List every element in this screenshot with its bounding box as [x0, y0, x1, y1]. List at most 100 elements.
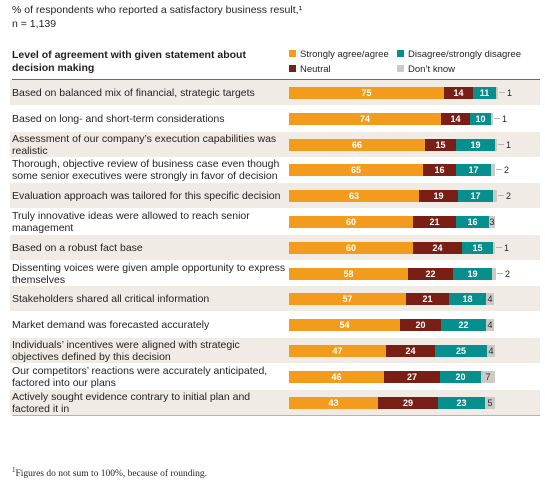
category-label: Thorough, objective review of business c… — [12, 157, 280, 182]
dont-know-leader-line — [497, 273, 503, 274]
bar-segment-dk: 3 — [489, 216, 495, 228]
stacked-bar: 75 14 11 1 — [289, 87, 529, 99]
dont-know-leader-line — [498, 195, 504, 196]
bar-segment-agree: 75 — [289, 87, 444, 99]
chart-row: Individuals’ incentives were aligned wit… — [10, 338, 540, 363]
dont-know-leader-line — [496, 247, 502, 248]
bar-segment-neutral: 14 — [444, 87, 473, 99]
bar-segment-agree: 66 — [289, 139, 425, 151]
legend-item-disagree: Disagree/strongly disagree — [397, 49, 521, 60]
bar-segment-agree: 43 — [289, 397, 378, 409]
bar-segment-neutral: 16 — [423, 164, 456, 176]
bar-segment-agree: 46 — [289, 371, 384, 383]
stacked-bar: 63 19 17 2 — [289, 190, 529, 202]
bar-segment-disagree: 19 — [456, 139, 495, 151]
legend-swatch-agree — [289, 50, 296, 57]
dont-know-value-label: 2 — [504, 165, 510, 175]
dont-know-value-label: 2 — [506, 191, 512, 201]
bar-segment-neutral: 15 — [425, 139, 456, 151]
sample-size-label: n = 1,139 — [12, 18, 57, 30]
stacked-bar: 47 24 25 4 — [289, 345, 529, 357]
bar-segment-neutral: 24 — [386, 345, 435, 357]
chart-row: Market demand was forecasted accurately 5… — [10, 312, 540, 337]
legend-item-neutral: Neutral — [289, 64, 331, 75]
legend-label-disagree: Disagree/strongly disagree — [408, 49, 522, 60]
bar-segment-disagree: 10 — [470, 113, 491, 125]
bar-segment-agree: 58 — [289, 268, 408, 280]
dont-know-leader-line — [494, 118, 500, 119]
dont-know-leader-line — [499, 92, 505, 93]
bar-segment-agree: 57 — [289, 293, 406, 305]
bar-segment-disagree: 15 — [462, 242, 493, 254]
dont-know-leader-line — [498, 144, 504, 145]
category-label: Based on a robust fact base — [12, 241, 143, 254]
category-label: Actively sought evidence contrary to ini… — [12, 390, 251, 415]
dont-know-leader-line — [496, 169, 502, 170]
bar-segment-dk — [491, 164, 495, 176]
chart-subtitle: % of respondents who reported a satisfac… — [12, 4, 303, 16]
bar-segment-neutral: 27 — [384, 371, 440, 383]
legend-item-agree: Strongly agree/agree — [289, 49, 389, 60]
chart-row: Truly innovative ideas were allowed to r… — [10, 209, 540, 234]
bar-segment-neutral: 20 — [400, 319, 441, 331]
chart-row: Stakeholders shared all critical informa… — [10, 286, 540, 311]
stacked-bar: 74 14 10 1 — [289, 113, 529, 125]
bar-segment-disagree: 11 — [473, 87, 496, 99]
stacked-bar: 54 20 22 4 — [289, 319, 529, 331]
bar-segment-disagree: 19 — [453, 268, 492, 280]
dont-know-value-label: 1 — [507, 88, 513, 98]
category-label: Market demand was forecasted accurately — [12, 318, 210, 331]
chart-row: Based on long- and short-term considerat… — [10, 106, 540, 131]
bar-segment-neutral: 21 — [413, 216, 456, 228]
bar-segment-agree: 65 — [289, 164, 423, 176]
stacked-bar: 43 29 23 5 — [289, 397, 529, 409]
chart-row: Assessment of our company’s execution ca… — [10, 132, 540, 157]
bar-segment-dk: 4 — [486, 293, 494, 305]
dont-know-value-label: 2 — [505, 269, 511, 279]
bar-segment-dk — [492, 268, 496, 280]
category-label: Individuals’ incentives were aligned wit… — [12, 338, 240, 363]
legend: Strongly agree/agree Disagree/strongly d… — [289, 49, 539, 79]
bar-segment-neutral: 24 — [413, 242, 462, 254]
category-label: Evaluation approach was tailored for thi… — [12, 189, 281, 202]
legend-swatch-neutral — [289, 65, 296, 72]
bottom-rule — [12, 415, 540, 416]
chart-row: Actively sought evidence contrary to ini… — [10, 390, 540, 415]
legend-swatch-disagree — [397, 50, 404, 57]
header-rule — [12, 79, 540, 80]
chart-row: Based on balanced mix of financial, stra… — [10, 80, 540, 105]
bar-segment-dk — [495, 139, 497, 151]
category-label: Based on balanced mix of financial, stra… — [12, 86, 255, 99]
legend-item-dont-know: Don’t know — [397, 64, 455, 75]
legend-swatch-dont-know — [397, 65, 404, 72]
stacked-bar: 60 21 16 3 — [289, 216, 529, 228]
chart-row: Our competitors’ reactions were accurate… — [10, 364, 540, 389]
bar-segment-agree: 54 — [289, 319, 400, 331]
chart-row: Based on a robust fact base 60 24 15 1 — [10, 235, 540, 260]
stacked-bar: 66 15 19 1 — [289, 139, 529, 151]
stacked-bar: 58 22 19 2 — [289, 268, 529, 280]
bar-segment-dk — [493, 190, 497, 202]
bar-segment-disagree: 25 — [435, 345, 487, 357]
bar-segment-dk: 7 — [481, 371, 495, 383]
dont-know-value-label: 1 — [504, 243, 510, 253]
stacked-bar: 46 27 20 7 — [289, 371, 529, 383]
bar-segment-dk — [496, 87, 498, 99]
bar-segment-disagree: 17 — [456, 164, 491, 176]
bar-segment-neutral: 14 — [441, 113, 470, 125]
legend-label-agree: Strongly agree/agree — [300, 49, 389, 60]
bar-segment-disagree: 22 — [441, 319, 486, 331]
stacked-bar: 57 21 18 4 — [289, 293, 529, 305]
category-label: Assessment of our company’s execution ca… — [12, 132, 277, 157]
chart-row: Dissenting voices were given ample oppor… — [10, 261, 540, 286]
category-label: Based on long- and short-term considerat… — [12, 112, 225, 125]
category-label: Truly innovative ideas were allowed to r… — [12, 209, 250, 234]
bar-segment-disagree: 20 — [440, 371, 481, 383]
category-label: Stakeholders shared all critical informa… — [12, 292, 210, 305]
bar-segment-agree: 60 — [289, 242, 413, 254]
stacked-bar: 60 24 15 1 — [289, 242, 529, 254]
dont-know-value-label: 1 — [506, 140, 512, 150]
bar-segment-neutral: 22 — [408, 268, 453, 280]
legend-label-dont-know: Don’t know — [408, 64, 455, 75]
legend-label-neutral: Neutral — [300, 64, 331, 75]
